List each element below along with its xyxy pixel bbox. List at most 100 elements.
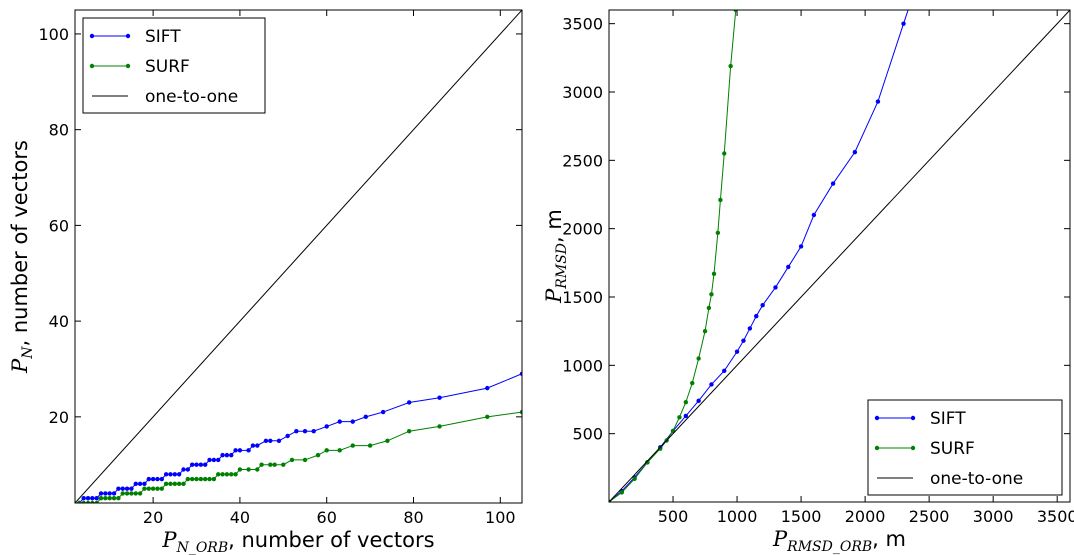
point (237, 448, 243, 453)
y-tick-label: 20 (49, 408, 69, 427)
point (901, 21, 906, 26)
point (677, 415, 682, 420)
point (519, 371, 522, 376)
point (229, 452, 234, 458)
point (255, 467, 260, 472)
point (263, 438, 269, 443)
point (709, 382, 714, 387)
point (211, 457, 217, 463)
point (350, 419, 355, 424)
x-tick-label: 1500 (781, 507, 822, 526)
point (798, 244, 804, 249)
point (268, 438, 273, 443)
point (137, 481, 143, 487)
point (645, 460, 650, 465)
x-tick-label: 80 (403, 508, 423, 527)
point (85, 496, 91, 501)
series-line (75, 10, 522, 503)
y-tick-label: 80 (49, 121, 69, 140)
y-tick-label: 2000 (562, 220, 603, 239)
point (224, 452, 230, 458)
point (98, 496, 104, 501)
point (811, 212, 817, 218)
point (129, 486, 134, 491)
point (690, 380, 695, 386)
point (363, 414, 368, 420)
legend-label: SIFT (930, 409, 966, 429)
axis-text: , number of vectors (228, 528, 434, 552)
point (324, 448, 329, 453)
point (696, 398, 701, 404)
axis-text: , m (872, 527, 906, 551)
point (268, 462, 273, 467)
point (272, 462, 277, 467)
point (519, 409, 522, 415)
x-tick-label: 3500 (1037, 507, 1074, 526)
point (324, 424, 329, 429)
point (98, 491, 104, 496)
legend-marker (125, 33, 131, 39)
point (107, 491, 112, 496)
legend-label: one-to-one (930, 469, 1023, 489)
point (733, 10, 738, 13)
point (302, 429, 308, 434)
point (715, 230, 721, 235)
point (81, 500, 86, 503)
point (116, 486, 121, 491)
series-line (609, 10, 737, 502)
point (163, 481, 169, 487)
point (207, 457, 212, 463)
point (124, 486, 130, 491)
point (908, 2, 912, 6)
legend-marker (874, 415, 880, 421)
x-tick-label: 500 (658, 507, 689, 526)
point (289, 457, 295, 463)
point (220, 472, 225, 477)
point (702, 328, 708, 334)
series-group (609, 2, 1070, 502)
axis-text: , number of vectors (8, 140, 32, 346)
point (852, 149, 858, 155)
point (728, 63, 733, 69)
point (406, 400, 412, 405)
y-tick-label: 500 (572, 425, 603, 444)
point (94, 500, 99, 503)
point (711, 271, 717, 276)
point (830, 181, 836, 186)
point (194, 476, 199, 482)
point (350, 443, 355, 448)
legend-marker (910, 445, 916, 451)
point (233, 472, 238, 477)
axis-symbol: P (8, 358, 32, 374)
point (90, 500, 95, 503)
point (163, 472, 169, 477)
point (718, 197, 723, 203)
point (224, 472, 230, 477)
point (311, 429, 316, 434)
point (734, 349, 740, 354)
point (250, 443, 256, 448)
legend-marker (125, 63, 131, 69)
x-tick-label: 40 (230, 508, 250, 527)
point (77, 500, 82, 503)
point (185, 476, 191, 482)
point (146, 486, 151, 491)
point (107, 496, 112, 501)
point (129, 491, 134, 496)
series-line (609, 10, 909, 502)
point (116, 496, 121, 501)
point (202, 462, 208, 467)
point (111, 496, 117, 501)
plot: 20 40 60 80 100 20 40 60 80 100 SIFT SURF one-to-one (38, 9, 523, 527)
point (155, 476, 160, 482)
point (385, 438, 390, 443)
plot-frame (74, 9, 523, 504)
point (337, 419, 342, 424)
x-tick-label: 3000 (973, 507, 1014, 526)
point (176, 472, 182, 477)
point (146, 476, 151, 482)
point (120, 486, 125, 491)
x-axis-label: PRMSD_ORB, m (772, 527, 906, 555)
point (285, 433, 290, 439)
